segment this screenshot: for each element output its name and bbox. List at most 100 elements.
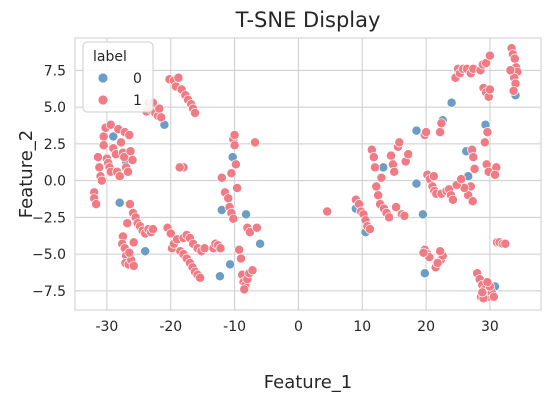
data-point-label-1: [229, 130, 240, 140]
data-point-label-1: [370, 162, 380, 173]
data-point-label-1: [436, 118, 447, 129]
data-point-label-1: [389, 166, 400, 177]
data-point-label-1: [322, 206, 333, 217]
data-point-label-1: [399, 210, 410, 221]
data-point-label-1: [428, 171, 439, 182]
data-point-label-1: [96, 175, 107, 186]
data-point-label-1: [373, 190, 384, 201]
data-point-label-1: [216, 172, 227, 183]
data-point-label-1: [226, 168, 237, 179]
data-point-label-1: [105, 119, 116, 130]
y-tick-label: 0.0: [44, 174, 66, 190]
data-point-label-0: [225, 259, 236, 270]
data-point-label-0: [214, 271, 225, 282]
data-point-label-1: [94, 162, 105, 173]
legend-marker-0: [97, 72, 109, 84]
data-point-label-1: [195, 272, 206, 283]
data-point-label-1: [123, 166, 133, 177]
data-point-label-1: [386, 150, 396, 161]
data-point-label-1: [477, 287, 488, 298]
data-point-label-1: [229, 140, 240, 151]
data-point-label-1: [394, 137, 405, 148]
data-point-label-1: [124, 247, 135, 258]
data-point-label-1: [124, 130, 135, 140]
legend-marker-1: [97, 94, 109, 106]
data-point-label-1: [435, 127, 446, 138]
data-point-label-1: [215, 243, 226, 254]
data-point-label-1: [199, 243, 210, 254]
data-point-label-1: [116, 137, 126, 148]
chart-title: T-SNE Display: [235, 8, 381, 32]
data-point-label-1: [247, 265, 258, 276]
data-point-label-1: [91, 199, 102, 210]
x-tick-label: -20: [159, 319, 182, 335]
data-point-label-1: [98, 140, 109, 151]
x-tick-label: 20: [417, 319, 435, 335]
data-point-label-1: [371, 181, 382, 192]
data-point-label-1: [156, 112, 167, 123]
data-point-label-0: [419, 268, 430, 279]
data-point-label-1: [418, 247, 429, 258]
data-point-label-1: [173, 72, 184, 83]
data-point-label-1: [500, 238, 511, 249]
data-point-label-0: [114, 197, 125, 208]
data-point-label-1: [456, 174, 467, 185]
data-point-label-1: [421, 127, 432, 138]
data-point-label-1: [482, 127, 493, 138]
data-point-label-1: [125, 146, 136, 157]
x-tick-label: 0: [294, 319, 303, 335]
data-point-label-1: [147, 224, 158, 235]
data-point-label-0: [241, 209, 252, 220]
data-point-label-1: [509, 53, 520, 64]
y-tick-label: −5.0: [32, 247, 66, 263]
data-point-label-0: [378, 162, 389, 173]
data-point-label-1: [114, 171, 125, 182]
data-point-label-0: [108, 131, 119, 142]
data-point-label-1: [93, 152, 103, 163]
data-point-label-0: [140, 246, 151, 257]
data-point-label-1: [384, 212, 395, 223]
x-tick-label: 30: [481, 319, 499, 335]
data-point-label-1: [482, 277, 493, 288]
data-point-label-1: [484, 50, 495, 61]
data-point-label-1: [127, 155, 138, 165]
data-point-label-1: [154, 103, 165, 114]
data-point-label-1: [505, 65, 516, 76]
data-point-label-1: [122, 218, 133, 229]
data-point-label-1: [508, 85, 519, 96]
data-point-label-1: [469, 163, 480, 174]
data-point-label-1: [432, 258, 443, 268]
data-point-label-1: [376, 172, 387, 183]
y-tick-label: −2.5: [32, 210, 66, 226]
data-point-label-1: [190, 108, 200, 118]
legend-label-0: 0: [133, 71, 142, 87]
data-point-label-1: [98, 131, 109, 142]
data-point-label-0: [411, 125, 422, 136]
data-point-label-1: [165, 228, 176, 239]
data-point-label-0: [417, 209, 428, 220]
data-point-label-1: [391, 202, 402, 213]
legend: label 0 1: [82, 41, 154, 113]
data-point-label-1: [232, 183, 243, 193]
data-point-label-1: [250, 137, 260, 148]
x-tick-label: 10: [353, 319, 371, 335]
tick-labels: -30 -20 -10 0 10 20 30−7.5−5.0−2.50.02.55.07.5: [32, 63, 499, 335]
data-point-label-1: [484, 84, 495, 95]
y-tick-label: −7.5: [32, 284, 66, 300]
data-point-label-1: [364, 224, 375, 235]
data-point-label-1: [236, 253, 246, 264]
data-point-label-1: [174, 162, 185, 173]
y-tick-label: 2.5: [44, 137, 66, 153]
y-tick-label: 7.5: [44, 63, 66, 79]
data-point-label-1: [244, 227, 255, 238]
data-point-label-1: [239, 284, 250, 295]
data-point-label-1: [223, 193, 234, 204]
data-point-label-0: [411, 178, 422, 189]
data-point-label-1: [251, 222, 262, 233]
data-point-label-1: [479, 137, 490, 148]
data-point-label-1: [368, 152, 379, 163]
data-point-label-1: [128, 260, 139, 271]
data-point-label-1: [228, 213, 239, 224]
data-point-label-1: [447, 194, 458, 205]
legend-box: [82, 41, 154, 113]
